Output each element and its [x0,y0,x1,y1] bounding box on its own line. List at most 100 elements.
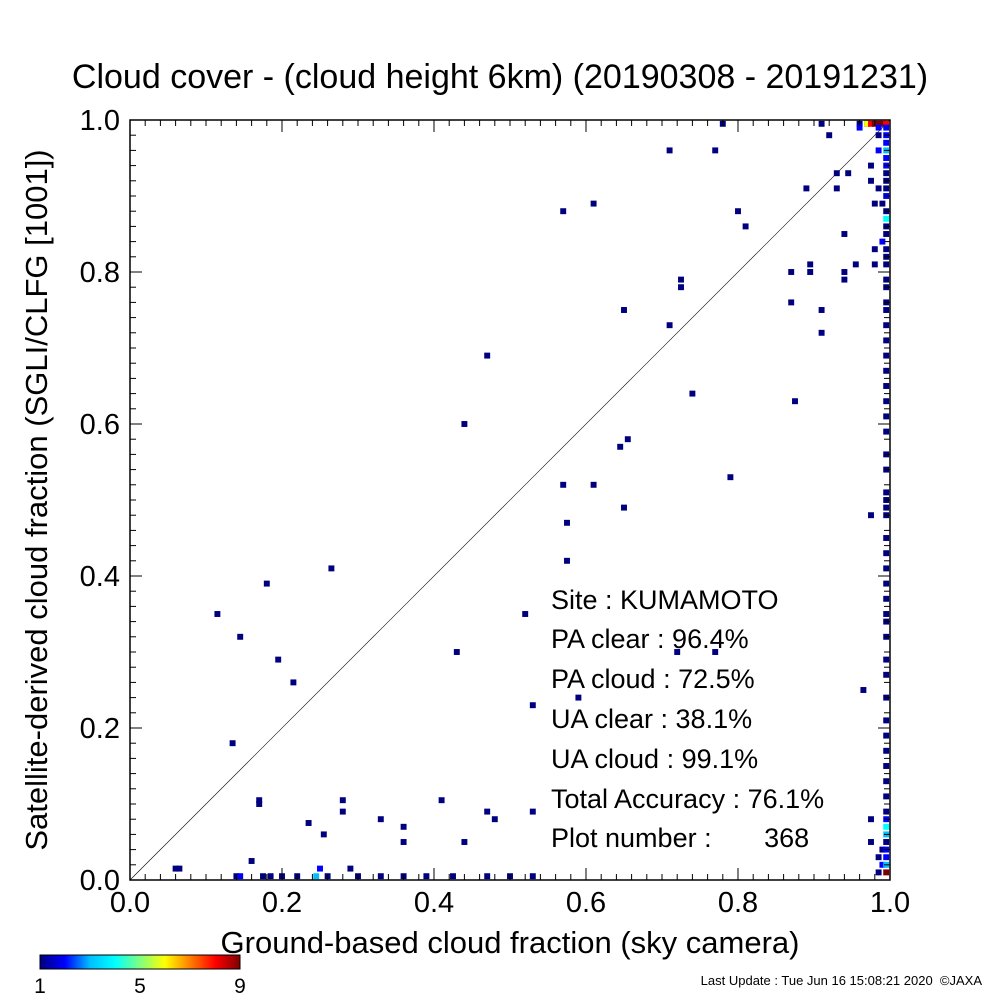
heatmap-cell [275,656,282,663]
colorbar-label-9: 9 [234,975,246,998]
heatmap-cell [400,839,407,845]
heatmap-cell [841,276,848,283]
heatmap-cell [883,231,890,237]
heatmap-cell [879,120,886,127]
heatmap-cell [883,124,890,131]
heatmap-cell [883,671,890,678]
heatmap-cell [522,611,529,617]
heatmap-cell [438,797,445,804]
heatmap-cell [818,120,825,127]
heatmap-cell [320,831,327,838]
heatmap-cell [172,865,179,872]
heatmap-cell [290,679,297,686]
heatmap-cell [871,261,878,268]
heatmap-cell [879,200,886,207]
heatmap-cell [883,611,890,617]
heatmap-cell [883,489,890,496]
x-tick-label: 1.0 [870,887,910,919]
heatmap-cell [868,162,874,169]
heatmap-cell [883,808,890,815]
heatmap-cell [529,702,536,709]
colorbar-label-1: 1 [34,975,46,998]
heatmap-cell [883,139,890,146]
heatmap-cell [803,185,810,192]
heatmap-cell [666,322,673,329]
heatmap-cell [617,443,624,450]
heatmap-cell [313,873,320,880]
heatmap-cell [868,120,874,127]
heatmap-cell [864,120,871,127]
heatmap-cell [807,261,814,268]
heatmap-cell [875,124,882,131]
y-tick-label: 1.0 [80,105,120,137]
heatmap-cell [883,717,890,724]
heatmap-cell [807,269,814,275]
heatmap-cell [484,808,491,815]
heatmap-cell [883,383,890,389]
heatmap-cell [400,823,407,830]
heatmap-cell [883,535,890,541]
stat-ua-clear: UA clear : 38.1% [551,704,752,734]
plot-area [129,119,891,881]
heatmap-cell [260,873,266,880]
heatmap-cell [883,854,890,861]
heatmap-cell [852,261,859,268]
heatmap-cell [263,580,270,587]
heatmap-cell [883,656,890,663]
heatmap-cell [818,329,825,336]
heatmap-cell [423,873,430,880]
heatmap-cell [879,238,886,245]
heatmap-cell [267,873,274,880]
heatmap-cell [788,269,795,275]
heatmap-cell [875,185,882,192]
heatmap-cell [256,797,263,804]
heatmap-cell [868,816,874,823]
heatmap-cell [883,595,890,602]
heatmap-cell [666,147,673,154]
heatmap-cell [689,390,696,397]
x-axis: 0.0 0.2 0.4 0.6 0.8 1.0 [110,120,910,919]
heatmap-cell [883,504,890,511]
heatmap-cell [883,413,890,420]
heatmap-cell [575,694,582,701]
heatmap-cell [879,846,886,853]
colorbar-label-5: 5 [134,975,146,998]
last-update-footer: Last Update : Tue Jun 16 15:08:21 2020 ©… [701,973,983,988]
heatmap-cell [883,307,890,313]
heatmap-cell [453,649,460,655]
heatmap-cell [339,797,346,804]
heatmap-cell [624,436,631,443]
colorbar: 1 5 9 [34,954,246,998]
heatmap-cell [317,865,323,872]
x-tick-label: 0.6 [566,887,606,919]
heatmap-cell [818,307,825,313]
heatmap-cell [883,367,890,374]
y-tick-label: 0.2 [80,713,120,745]
heatmap-cell [883,337,890,344]
heatmap-cell [461,421,468,427]
stats-box: Site : KUMAMOTO PA clear : 96.4% PA clou… [551,585,824,853]
heatmap-cell [879,861,886,868]
x-tick-label: 0.2 [262,887,302,919]
heatmap-cell [883,261,890,268]
x-tick-label: 0.4 [414,887,454,919]
stat-pa-clear: PA clear : 96.4% [551,624,749,654]
heatmap-cell [883,565,890,572]
heatmap-cell [883,246,890,253]
heatmap-cell [560,481,567,488]
heatmap-cell [450,873,456,880]
heatmap-cell [875,132,882,139]
heatmap-cell [560,208,567,215]
chart-title: Cloud cover - (cloud height 6km) (201903… [72,58,928,96]
heatmap-cell [883,322,890,329]
heatmap-cell [712,147,719,154]
heatmap-cell [883,747,890,754]
heatmap-cell [883,170,890,177]
heatmap-cell [883,763,890,769]
heatmap-cell [871,246,878,253]
heatmap-cell [461,839,468,845]
heatmap-cell [883,276,890,283]
y-axis: 0.0 0.2 0.4 0.6 0.8 1.0 [80,105,890,897]
heatmap-cell [590,481,597,488]
